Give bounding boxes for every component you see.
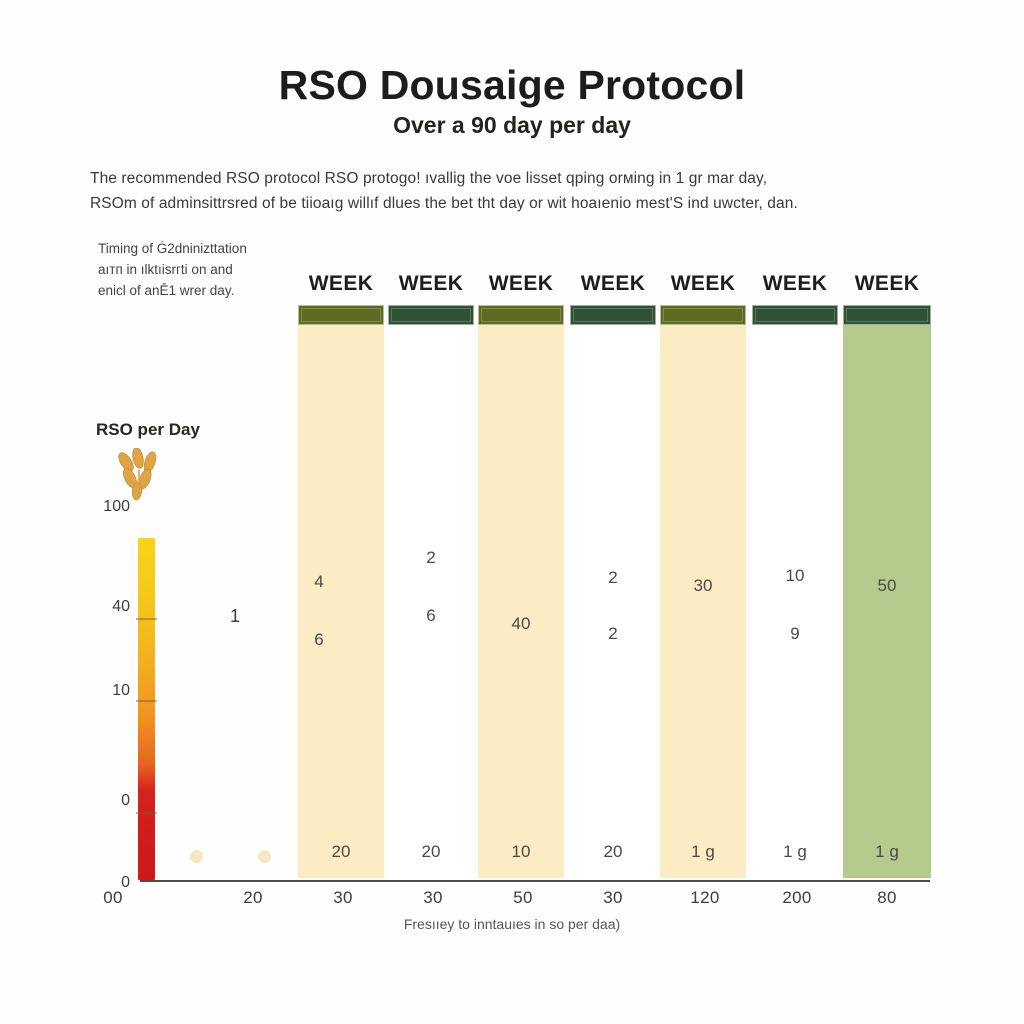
column-bottom-value: 1 g [783,842,807,861]
x-axis-label: Fresııey to inntauıes in so per daa) [403,916,621,932]
colorbar-tick [136,700,157,702]
colorbar-tick [136,812,157,814]
column-value-label: 2 [608,568,618,587]
column-band [660,325,746,878]
column-value-label: 6 [314,630,324,649]
x-tick-label: 200 [782,888,812,907]
column-band [478,325,564,878]
x-tick-label: 80 [877,888,897,907]
column-week-label: WEEK [308,272,374,295]
column-header-bar [388,305,474,325]
page-title: RSO Dousaige Protocol [278,62,746,108]
column-value-label: 10 [785,566,805,585]
column-bottom-value: 20 [421,842,441,861]
column-band [298,325,384,878]
x-tick-label: 20 [243,888,263,907]
side-note-line-1: Timing of Ġ2dninizttation [98,241,247,256]
column-value-label: 30 [693,576,713,595]
column-value-label: 9 [790,624,800,643]
column-bottom-value: 20 [603,842,623,861]
column-bottom-value: 1 g [691,842,715,861]
y-tick-label: 100 [103,498,130,515]
column-band [388,325,474,878]
side-note: Timing of Ġ2dninizttation aıтп in ılktıi… [98,238,278,301]
x-tick-label: 120 [690,888,720,907]
column-week-label: WEEK [488,272,554,295]
x-tick-label: 30 [423,888,443,907]
column-week-label: WEEK [762,272,828,295]
column-header-bar [298,305,384,325]
page-subtitle: Over a 90 day per day [393,112,631,138]
column-header-bar [843,305,931,325]
y-tick-label: 40 [112,598,130,615]
column-week-label: WEEK [670,272,736,295]
column-value-label: 2 [608,624,618,643]
column-value-label: 4 [314,572,324,591]
intro-paragraph: The recommended RSO protocol RSO protogo… [90,166,920,216]
column-bottom-value: 1 g [875,842,899,861]
y-tick-label: 0 [121,874,130,891]
x-tick-label: 00 [103,888,123,907]
column-week-label: WEEK [398,272,464,295]
intro-line-2: RSOm of adminsittrsred of be tiioaıg wil… [90,195,798,212]
side-note-line-3: enicl of anĒ1 wrer day. [98,283,235,298]
wheat-icon [112,447,170,502]
x-axis-line [140,880,930,882]
colorbar [138,538,155,880]
column-header-bar [478,305,564,325]
column-bottom-value: 10 [511,842,531,861]
column-header-bar [660,305,746,325]
axis-marker-dot [258,850,271,863]
x-tick-label: 30 [603,888,623,907]
column-value-label: 6 [426,606,436,625]
side-note-line-2: aıтп in ılktıisrгti on and [98,262,233,277]
colorbar-annotation: 1 [230,606,241,626]
y-tick-label: 10 [112,682,130,699]
column-week-label: WEEK [580,272,646,295]
column-header-bar [752,305,838,325]
column-week-label: WEEK [854,272,920,295]
legend-title: RSO per Day [96,420,200,439]
column-value-label: 40 [511,614,531,633]
x-tick-label: 30 [333,888,353,907]
column-band [843,325,931,878]
intro-line-1: The recommended RSO protocol RSO protogo… [90,170,768,187]
column-header-bar [570,305,656,325]
column-value-label: 2 [426,548,436,567]
axis-marker-dot [190,850,203,863]
y-tick-label: 0 [121,792,130,809]
column-band [752,325,838,878]
colorbar-tick [136,618,157,620]
column-bottom-value: 20 [331,842,351,861]
x-tick-label: 50 [513,888,533,907]
column-value-label: 50 [877,576,897,595]
column-band [570,325,656,878]
